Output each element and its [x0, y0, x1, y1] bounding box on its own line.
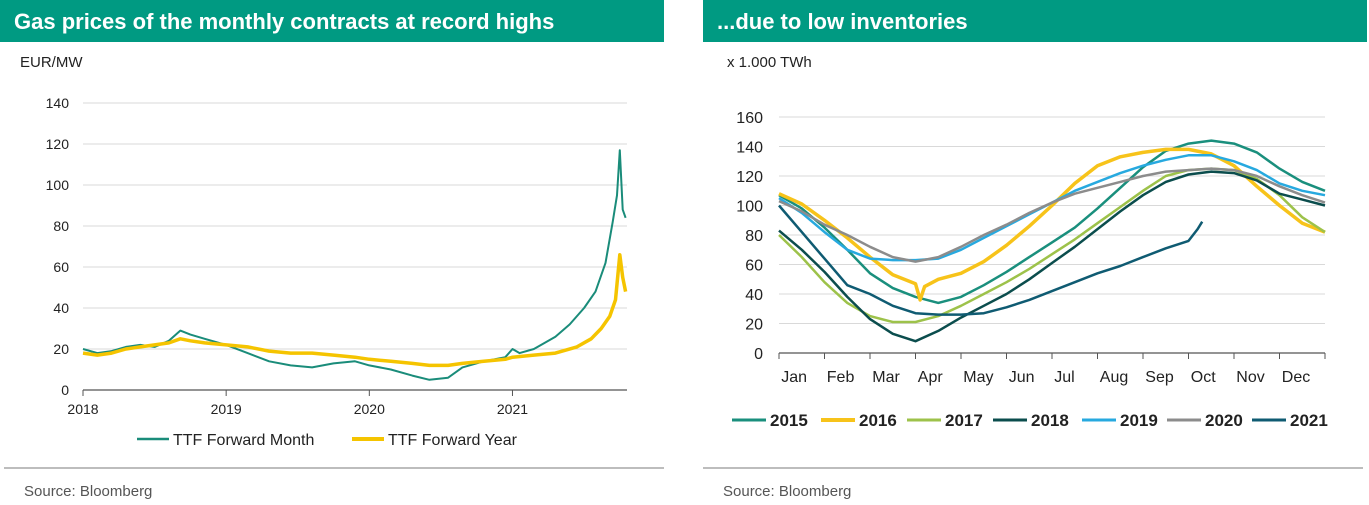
left-chart-title: Gas prices of the monthly contracts at r…	[0, 0, 664, 42]
series-line-2017	[778, 167, 1326, 324]
x-tick-label-sep: Sep	[1145, 369, 1174, 386]
y-tick-label-5: 100	[736, 199, 763, 216]
series-line-ttf-forward-year	[82, 252, 628, 368]
x-tick-label-may: May	[963, 369, 993, 386]
legend-label-2020: 2020	[1205, 411, 1243, 430]
y-tick-label-6: 120	[46, 136, 70, 152]
y-tick-label-2: 40	[53, 300, 69, 316]
legend-label-2018: 2018	[1031, 411, 1069, 430]
y-tick-label-1: 20	[53, 341, 69, 357]
x-tick-label-apr: Apr	[918, 369, 944, 386]
x-tick-label-jul: Jul	[1054, 369, 1074, 386]
y-tick-label-4: 80	[745, 228, 763, 245]
y-tick-label-8: 160	[736, 110, 763, 127]
x-tick-label-nov: Nov	[1236, 369, 1264, 386]
right-line-chart: 0 20 40 60 80 100 120 140 160 Jan Feb Mar Apr May Jun J…	[732, 110, 1328, 430]
x-tick-label-mar: Mar	[872, 369, 900, 386]
x-tick-label-0: 2018	[67, 401, 98, 417]
legend-label-2019: 2019	[1120, 411, 1158, 430]
legend-label-2017: 2017	[945, 411, 983, 430]
left-chart-unit: EUR/MW	[20, 54, 83, 71]
x-tick-label-dec: Dec	[1282, 369, 1310, 386]
right-source-note: Source: Bloomberg	[723, 483, 852, 500]
series-line-2020	[778, 167, 1326, 263]
left-chart-panel: Gas prices of the monthly contracts at r…	[0, 0, 664, 500]
right-chart-unit: x 1.000 TWh	[727, 54, 812, 71]
legend-label-0: TTF Forward Month	[173, 432, 314, 449]
y-tick-label-7: 140	[46, 95, 70, 111]
x-tick-label-oct: Oct	[1191, 369, 1216, 386]
legend-label-2021: 2021	[1290, 411, 1328, 430]
legend-label-2015: 2015	[770, 411, 808, 430]
series-line-2018	[778, 170, 1326, 343]
y-tick-label-0: 0	[61, 382, 69, 398]
right-divider	[703, 467, 1363, 469]
x-tick-label-jan: Jan	[781, 369, 807, 386]
series-line-2015	[778, 139, 1326, 305]
y-tick-label-3: 60	[745, 258, 763, 275]
y-tick-label-4: 80	[53, 218, 69, 234]
left-divider	[4, 467, 664, 469]
y-tick-label-2: 40	[745, 287, 763, 304]
y-tick-label-3: 60	[53, 259, 69, 275]
x-tick-label-1: 2019	[211, 401, 242, 417]
y-tick-label-0: 0	[754, 346, 763, 363]
right-chart-panel: ...due to low inventories x 1.000 TWh 0 2…	[703, 0, 1367, 500]
x-tick-label-feb: Feb	[827, 369, 855, 386]
x-tick-label-3: 2021	[497, 401, 528, 417]
y-tick-label-1: 20	[745, 317, 763, 334]
right-chart-title: ...due to low inventories	[703, 0, 1367, 42]
y-tick-label-7: 140	[736, 140, 763, 157]
y-tick-label-6: 120	[736, 169, 763, 186]
legend-label-1: TTF Forward Year	[388, 432, 518, 449]
left-source-note: Source: Bloomberg	[24, 483, 153, 500]
series-line-ttf-forward-month	[82, 149, 627, 381]
series-line-2021	[778, 204, 1204, 316]
left-line-chart: 0 20 40 60 80 100 120 140 2018 2019 2020 2021 TTF Fo…	[46, 95, 628, 449]
y-tick-label-5: 100	[46, 177, 70, 193]
x-tick-label-jun: Jun	[1009, 369, 1035, 386]
x-tick-label-aug: Aug	[1100, 369, 1128, 386]
x-tick-label-2: 2020	[354, 401, 385, 417]
legend-label-2016: 2016	[859, 411, 897, 430]
series-line-2016	[778, 147, 1326, 302]
